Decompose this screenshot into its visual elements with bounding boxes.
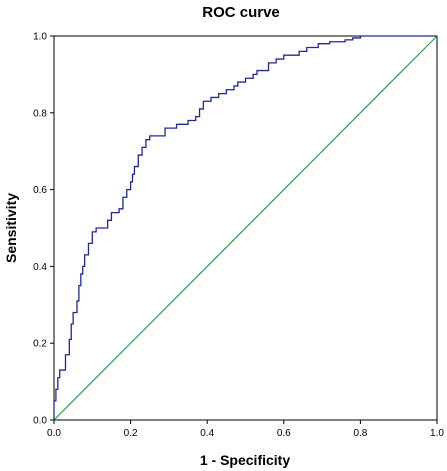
x-tick-label: 0.0 [47,428,61,439]
x-tick-label: 0.2 [124,428,138,439]
x-tick-label: 0.4 [200,428,214,439]
y-axis: 0.0 0.2 0.4 0.6 0.8 1.0 [33,32,54,427]
y-tick-label: 0.6 [33,185,47,196]
y-tick-label: 1.0 [33,32,47,43]
x-tick-label: 0.8 [353,428,367,439]
x-tick-label: 1.0 [430,428,444,439]
chart-title: ROC curve [202,4,280,21]
x-axis-label: 1 - Specificity [200,452,290,468]
roc-curve-line [53,35,437,420]
y-tick-label: 0.4 [33,262,47,273]
y-tick-label: 0.8 [33,108,47,119]
x-axis: 0.0 0.2 0.4 0.6 0.8 1.0 [47,420,444,439]
y-axis-label: Sensitivity [3,193,19,263]
reference-diagonal-line [53,35,438,421]
y-tick-label: 0.2 [33,339,47,350]
x-tick-label: 0.6 [277,428,291,439]
series-group [53,35,438,421]
y-tick-label: 0.0 [33,416,47,427]
